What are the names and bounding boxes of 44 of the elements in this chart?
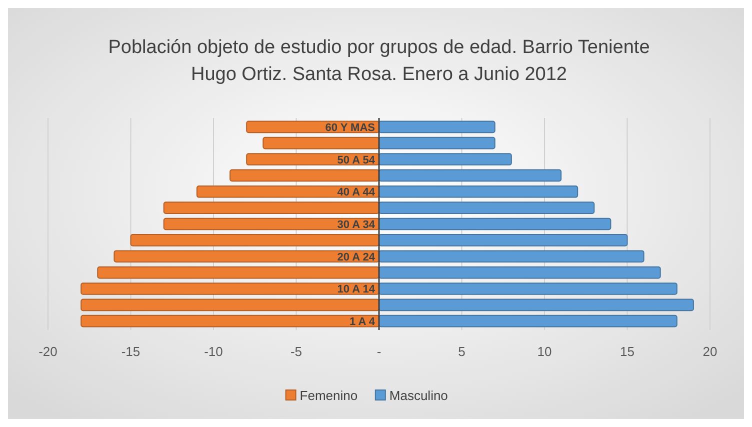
bar bbox=[80, 282, 380, 295]
bar bbox=[378, 136, 496, 150]
x-tick-label: 20 bbox=[702, 344, 718, 359]
x-tick-label: -10 bbox=[204, 344, 223, 359]
bar bbox=[80, 314, 380, 328]
bar bbox=[97, 266, 380, 279]
y-tick-label: 20 A 24 bbox=[337, 251, 376, 264]
bar bbox=[378, 169, 562, 182]
y-tick-label: 60 Y MAS bbox=[325, 122, 375, 134]
bar bbox=[378, 282, 678, 295]
bar bbox=[378, 153, 512, 166]
x-tick-label: -15 bbox=[121, 344, 140, 359]
bar bbox=[378, 298, 694, 312]
y-tick-label: 50 A 54 bbox=[337, 154, 376, 166]
x-tick-label: -20 bbox=[38, 344, 58, 359]
bar bbox=[246, 153, 380, 166]
y-tick-label: 40 A 44 bbox=[337, 186, 376, 199]
bar bbox=[114, 250, 380, 263]
bar bbox=[378, 234, 628, 246]
y-tick-label: 10 A 14 bbox=[337, 284, 376, 296]
x-tick-label: 5 bbox=[458, 344, 466, 359]
bar bbox=[230, 169, 380, 182]
bar bbox=[378, 218, 612, 230]
bar bbox=[163, 218, 380, 230]
bar bbox=[262, 136, 380, 150]
x-tick-label: -5 bbox=[290, 344, 302, 359]
bar bbox=[378, 314, 678, 328]
bar bbox=[196, 185, 380, 198]
bar bbox=[378, 202, 595, 214]
bar bbox=[80, 298, 380, 312]
y-tick-label: 1 A 4 bbox=[350, 316, 376, 328]
bar bbox=[378, 266, 661, 279]
bar bbox=[378, 185, 578, 198]
chart-title: Población objeto de estudio por grupos de edad. Barrio Teniente Hugo Ortiz. Santa Rosa. Enero a Junio 2012 bbox=[108, 37, 650, 85]
bar bbox=[130, 234, 380, 246]
bar bbox=[378, 250, 644, 263]
x-tick-label: - bbox=[376, 344, 382, 359]
y-tick-label: 30 A 34 bbox=[337, 219, 376, 231]
x-tick-label: 15 bbox=[620, 344, 634, 359]
bar bbox=[378, 120, 496, 134]
legend-label: Femenino bbox=[300, 388, 358, 403]
legend-label: Masculino bbox=[389, 388, 448, 403]
x-tick-label: 10 bbox=[537, 344, 552, 359]
bar bbox=[163, 202, 380, 214]
